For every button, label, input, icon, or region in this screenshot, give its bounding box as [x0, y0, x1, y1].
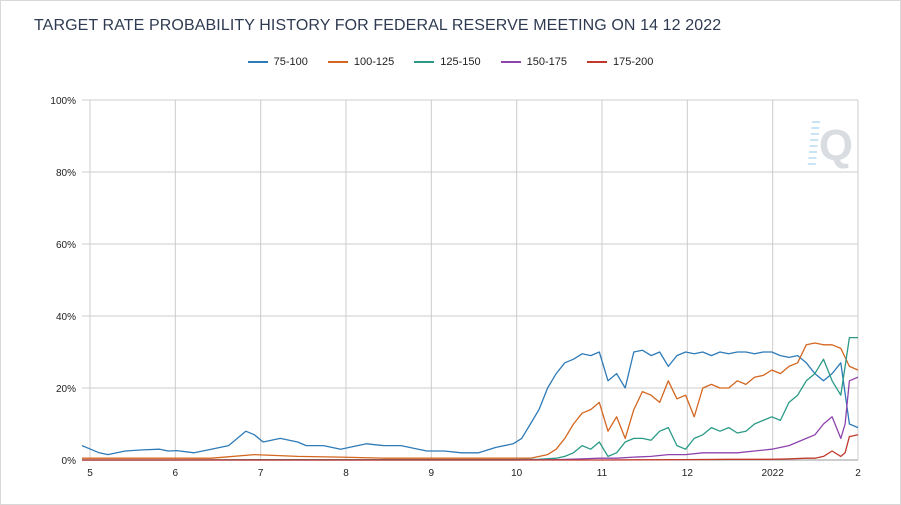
series-line-150-175 — [82, 376, 859, 461]
legend-item[interactable]: 175-200 — [587, 56, 653, 68]
series-line-125-150 — [82, 336, 858, 461]
legend-label: 150-175 — [526, 56, 567, 68]
x-tick-label: 7 — [258, 468, 264, 479]
y-tick-label: 80% — [56, 168, 76, 179]
x-tick-label: 9 — [429, 468, 435, 479]
legend-item[interactable]: 100-125 — [327, 56, 395, 68]
legend-swatch — [247, 61, 268, 63]
chart-title: TARGET RATE PROBABILITY HISTORY FOR FEDE… — [34, 17, 722, 34]
series-line-100-125 — [82, 342, 859, 459]
legend-swatch — [587, 61, 607, 63]
chart-legend: 75-100 100-125 125-150 150-175 175-200 — [0, 56, 901, 68]
legend-swatch — [414, 61, 435, 63]
x-tick-label: 10 — [511, 468, 523, 479]
series-line-175-200 — [82, 434, 859, 461]
x-tick-label: 11 — [597, 468, 608, 479]
y-tick-label: 60% — [56, 240, 76, 251]
x-tick-label: 8 — [343, 468, 349, 479]
legend-label: 100-125 — [353, 56, 395, 68]
legend-item[interactable]: 125-150 — [414, 56, 481, 68]
legend-swatch — [500, 61, 521, 63]
x-tick-label: 12 — [682, 468, 694, 479]
series-line-75-100 — [81, 349, 859, 456]
y-tick-label: 20% — [56, 384, 76, 395]
x-tick-label: 2 — [855, 468, 861, 479]
y-tick-label: 0% — [62, 456, 77, 467]
x-tick-label: 6 — [173, 468, 179, 479]
x-tick-label: 5 — [87, 468, 93, 479]
legend-label: 175-200 — [613, 56, 654, 68]
y-tick-label: 100% — [50, 96, 76, 107]
y-tick-label: 40% — [56, 312, 76, 323]
legend-label: 125-150 — [440, 56, 481, 68]
legend-item[interactable]: 150-175 — [500, 56, 567, 68]
legend-item[interactable]: 75-100 — [247, 56, 308, 68]
legend-label: 75-100 — [273, 56, 308, 68]
watermark-logo: Q — [819, 121, 853, 170]
x-tick-label: 2022 — [762, 468, 785, 479]
legend-swatch — [327, 61, 348, 63]
